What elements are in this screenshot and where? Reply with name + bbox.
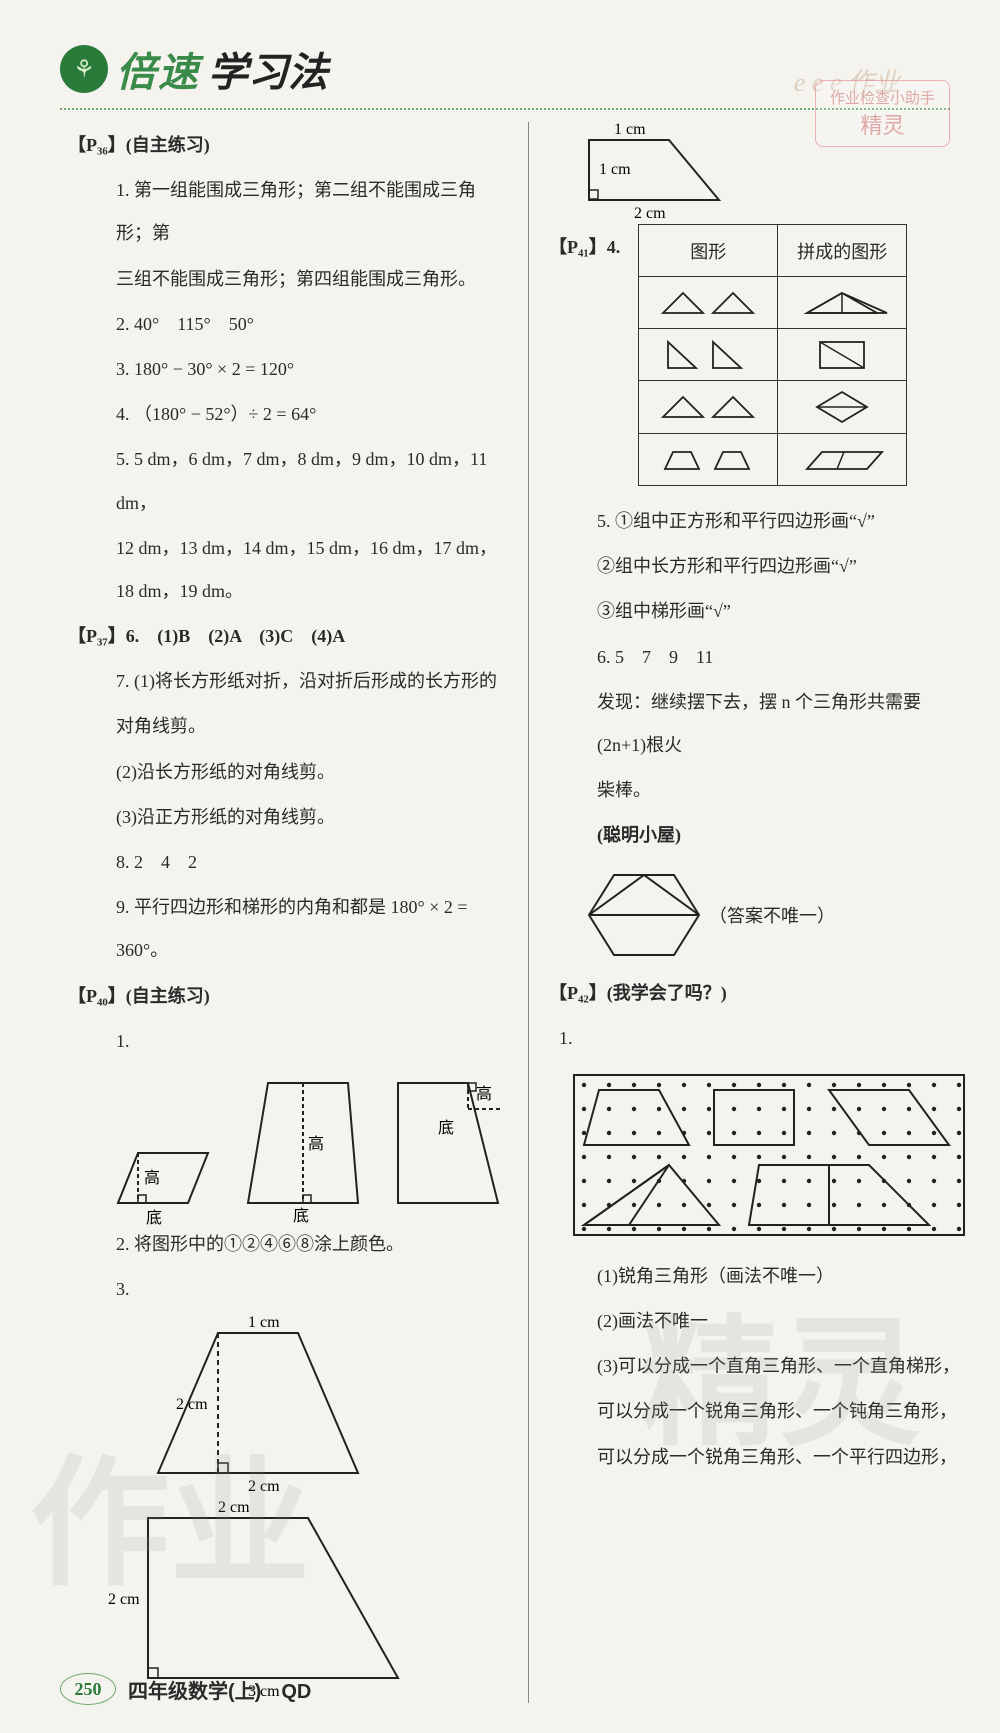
page-number: 250 bbox=[60, 1673, 116, 1705]
table-row bbox=[639, 434, 907, 486]
title-xuexifa: 学习法 bbox=[208, 40, 328, 98]
page: ⚘ 倍速 学习法 e e e 作业 作业检查小助手 精灵 【P₃₆】(自主练习)… bbox=[0, 0, 1000, 1733]
cell-big-parallelogram bbox=[778, 434, 907, 486]
trap-left: 1 cm bbox=[599, 161, 631, 178]
q5-2: ②组中长方形和平行四边形画“√” bbox=[549, 545, 969, 588]
two-column-layout: 【P₃₆】(自主练习) 1. 第一组能围成三角形；第二组不能围成三角形；第 三组… bbox=[60, 122, 950, 1703]
q5b: 12 dm，13 dm，14 dm，15 dm，16 dm，17 dm，18 d… bbox=[68, 527, 508, 613]
section-p42: 【P₄₂】(我学会了吗？) bbox=[549, 972, 969, 1015]
trap-bottom: 2 cm bbox=[634, 205, 666, 222]
q40-2: 2. 将图形中的①②④⑥⑧涂上颜色。 bbox=[68, 1223, 508, 1266]
trapezoid-fig: 高 底 bbox=[248, 1073, 368, 1213]
label-gao: 高 bbox=[144, 1169, 160, 1187]
ans3a: (3)可以分成一个直角三角形、一个直角梯形， bbox=[549, 1345, 969, 1388]
ans3b: 可以分成一个锐角三角形、一个钝角三角形， bbox=[549, 1390, 969, 1433]
ans3c: 可以分成一个锐角三角形、一个平行四边形， bbox=[549, 1436, 969, 1479]
q1-line2: 三组不能围成三角形；第四组能围成三角形。 bbox=[68, 258, 508, 301]
label-gao3: 高 bbox=[476, 1085, 492, 1103]
th-shape: 图形 bbox=[639, 225, 778, 277]
cell-rhombus bbox=[778, 381, 907, 434]
q8: 8. 2 4 2 bbox=[68, 841, 508, 884]
dim-2cm-b: 2 cm bbox=[248, 1478, 280, 1495]
table-row bbox=[639, 277, 907, 329]
label-di3: 底 bbox=[438, 1119, 454, 1137]
p41-row: 【P₄₁】4. 图形 拼成的图形 bbox=[549, 224, 969, 486]
page-footer: 250 四年级数学(上) QD bbox=[60, 1673, 311, 1705]
q6-find: 发现：继续摆下去，摆 n 个三角形共需要(2n+1)根火 bbox=[549, 681, 969, 767]
q5a: 5. 5 dm，6 dm，7 dm，8 dm，9 dm，10 dm，11 dm， bbox=[68, 438, 508, 524]
table-row bbox=[639, 381, 907, 434]
q1-line1: 1. 第一组能围成三角形；第二组不能围成三角形；第 bbox=[68, 169, 508, 255]
stamp-line2: 精灵 bbox=[830, 108, 935, 140]
dim-1cm: 1 cm bbox=[248, 1314, 280, 1331]
hexagon-figure: （答案不唯一） bbox=[579, 860, 969, 970]
stamp-line1: 作业检查小助手 bbox=[830, 87, 935, 108]
q7-3: (3)沿正方形纸的对角线剪。 bbox=[68, 796, 508, 839]
trap-top: 1 cm bbox=[614, 121, 646, 138]
section-p40: 【P₄₀】(自主练习) bbox=[68, 975, 508, 1018]
footer-text: 四年级数学(上) QD bbox=[128, 1675, 311, 1704]
cell-two-iso-tri bbox=[639, 381, 778, 434]
figure-row-1: 高 底 高 底 高 底 bbox=[108, 1073, 508, 1213]
dim-2cm-left: 2 cm bbox=[108, 1591, 140, 1608]
trap-small-figure: 1 cm 1 cm 2 cm bbox=[559, 122, 739, 212]
q6: 6. 5 7 9 11 bbox=[549, 636, 969, 679]
q3: 3. 180° − 30° × 2 = 120° bbox=[68, 348, 508, 391]
section-p37: 【P₃₇】6. (1)B (2)A (3)C (4)A bbox=[68, 615, 508, 658]
grid-1: 1. bbox=[549, 1017, 969, 1060]
cell-rectangle bbox=[778, 329, 907, 381]
section-p41: 【P₄₁】4. bbox=[549, 224, 620, 270]
q5-1: 5. ①组中正方形和平行四边形画“√” bbox=[549, 500, 969, 543]
stamp-box: 作业检查小助手 精灵 bbox=[815, 80, 950, 147]
hex-note: （答案不唯一） bbox=[709, 902, 835, 928]
cell-two-trap bbox=[639, 434, 778, 486]
title-beisu: 倍速 bbox=[116, 40, 200, 98]
q9: 9. 平行四边形和梯形的内角和都是 180° × 2 = 360°。 bbox=[68, 886, 508, 972]
cell-two-triangles bbox=[639, 277, 778, 329]
cell-parallelogram bbox=[778, 277, 907, 329]
q7-2: (2)沿长方形纸的对角线剪。 bbox=[68, 751, 508, 794]
big-trap-1: 1 cm 2 cm 2 cm bbox=[128, 1313, 508, 1498]
q7-1b: 对角线剪。 bbox=[68, 705, 508, 748]
label-gao2: 高 bbox=[308, 1135, 324, 1153]
parallelogram-fig: 高 底 bbox=[108, 1113, 218, 1213]
q6-find-b: 柴棒。 bbox=[549, 769, 969, 812]
section-p36: 【P₃₆】(自主练习) bbox=[68, 124, 508, 167]
th-combined: 拼成的图形 bbox=[778, 225, 907, 277]
left-column: 【P₃₆】(自主练习) 1. 第一组能围成三角形；第二组不能围成三角形；第 三组… bbox=[60, 122, 529, 1703]
q40-3: 3. bbox=[68, 1268, 508, 1311]
q7-1a: 7. (1)将长方形纸对折，沿对折后形成的长方形的 bbox=[68, 660, 508, 703]
ans2: (2)画法不唯一 bbox=[549, 1300, 969, 1343]
q2: 2. 40° 115° 50° bbox=[68, 303, 508, 346]
dot-grid-figure bbox=[569, 1070, 969, 1245]
shapes-table: 图形 拼成的图形 bbox=[638, 224, 907, 486]
smart-house: (聪明小屋) bbox=[549, 814, 969, 857]
dim-2cm-h: 2 cm bbox=[176, 1396, 208, 1413]
right-trapezoid-fig: 高 底 bbox=[398, 1073, 508, 1213]
cell-two-right-tri bbox=[639, 329, 778, 381]
right-column: 1 cm 1 cm 2 cm 【P₄₁】4. 图形 拼成的图形 bbox=[529, 122, 977, 1703]
table-row bbox=[639, 329, 907, 381]
q5-3: ③组中梯形画“√” bbox=[549, 590, 969, 633]
q40-1: 1. bbox=[68, 1020, 508, 1063]
q4: 4. （180° − 52°）÷ 2 = 64° bbox=[68, 393, 508, 436]
dim-2cm-top: 2 cm bbox=[218, 1499, 250, 1516]
logo-icon: ⚘ bbox=[60, 45, 108, 93]
ans1: (1)锐角三角形（画法不唯一） bbox=[549, 1255, 969, 1298]
